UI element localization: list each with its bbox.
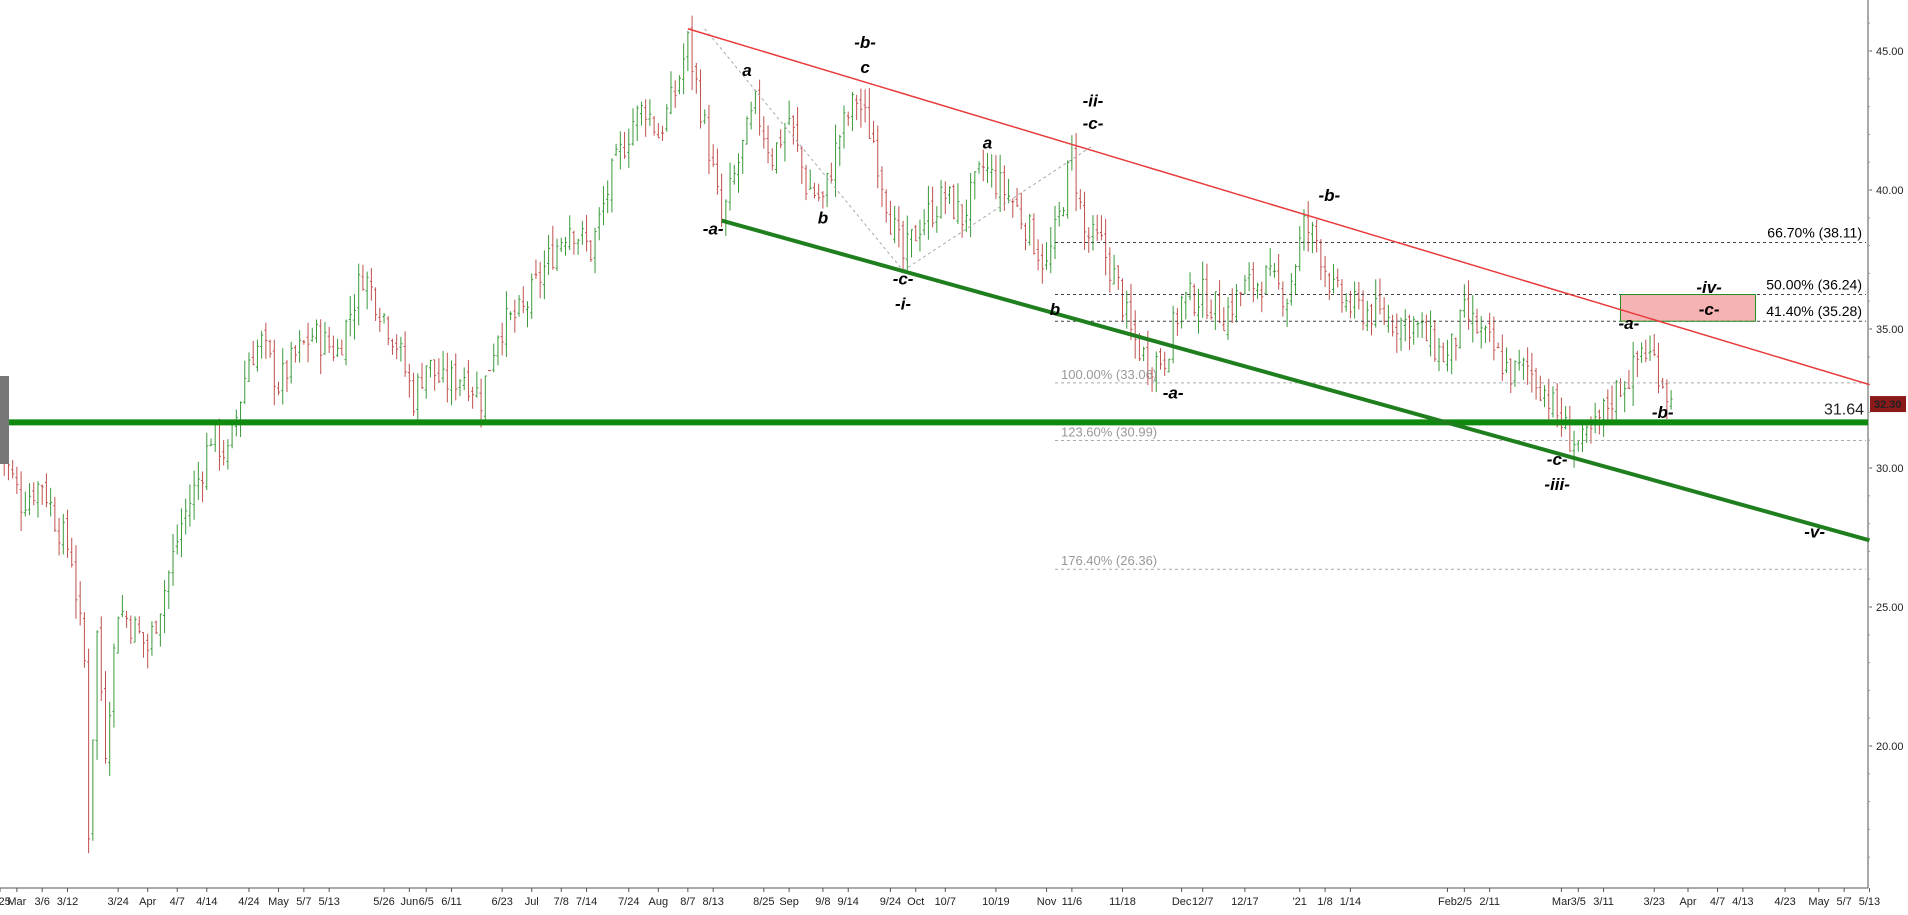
- x-tick-label: Feb: [1438, 896, 1457, 908]
- x-tick-label: 3/6: [35, 896, 50, 908]
- x-tick-label: Apr: [1679, 896, 1696, 908]
- y-tick-label: 20.00: [1876, 741, 1904, 753]
- fib-level-label: 66.70% (38.11): [1767, 225, 1862, 241]
- fib-level-label: 50.00% (36.24): [1766, 277, 1862, 293]
- wave-label: b: [818, 208, 828, 227]
- x-tick-label: 4/24: [238, 896, 259, 908]
- wave-label: -c-: [1699, 300, 1720, 319]
- x-tick-label: 3/23: [1644, 896, 1665, 908]
- fib-level-label: 176.40% (26.36): [1061, 553, 1157, 568]
- x-tick-label: 5/13: [318, 896, 339, 908]
- y-tick-label: 45.00: [1876, 46, 1904, 58]
- wave-label: c: [860, 58, 870, 77]
- x-tick-label: Aug: [649, 896, 669, 908]
- last-price-tag: [1870, 396, 1906, 413]
- x-tick-label: 7/14: [576, 896, 597, 908]
- y-tick-label: 40.00: [1876, 185, 1904, 197]
- fib-level-label: 41.40% (35.28): [1766, 303, 1862, 319]
- wave-label: -a-: [1619, 314, 1640, 333]
- y-tick-label: 25.00: [1876, 602, 1904, 614]
- x-tick-label: 1/14: [1340, 896, 1361, 908]
- x-tick-label: Apr: [139, 896, 156, 908]
- wave-label: -v-: [1804, 523, 1825, 542]
- x-tick-label: May: [1808, 896, 1829, 908]
- wave-label: a: [742, 61, 751, 80]
- x-tick-label: 3/12: [57, 896, 78, 908]
- x-tick-label: 4/14: [196, 896, 217, 908]
- wave-label: -a-: [703, 219, 724, 238]
- wave-label: -iv-: [1696, 278, 1722, 297]
- x-tick-label: 10/19: [982, 896, 1010, 908]
- x-tick-label: Jul: [525, 896, 539, 908]
- y-tick-label: 30.00: [1876, 463, 1904, 475]
- x-tick-label: 1/8: [1317, 896, 1332, 908]
- x-tick-label: 7/8: [554, 896, 569, 908]
- wave-label: -ii-: [1083, 92, 1104, 111]
- x-tick-label: 2/25: [0, 896, 11, 908]
- x-tick-label: May: [268, 896, 289, 908]
- x-tick-label: 4/23: [1774, 896, 1795, 908]
- last-price-label: 32.30: [1874, 399, 1902, 411]
- wave-label: -c-: [893, 270, 914, 289]
- wave-label: -b-: [1318, 186, 1340, 205]
- x-tick-label: 10/7: [935, 896, 956, 908]
- x-tick-label: 2/5: [1457, 896, 1472, 908]
- x-tick-label: 6/11: [441, 896, 462, 908]
- wave-label: b: [1050, 300, 1060, 319]
- x-tick-label: 9/8: [815, 896, 830, 908]
- wave-label: -iii-: [1544, 475, 1570, 494]
- target-zone: [1619, 294, 1757, 322]
- x-tick-label: Mar: [1552, 896, 1571, 908]
- x-tick-label: 6/5: [419, 896, 434, 908]
- x-tick-label: Nov: [1037, 896, 1057, 908]
- wave-label: -c-: [1083, 114, 1104, 133]
- x-tick-label: 3/24: [107, 896, 128, 908]
- side-panel-tab[interactable]: [0, 376, 9, 464]
- x-tick-label: Dec: [1172, 896, 1192, 908]
- wave-label: -b-: [1652, 403, 1674, 422]
- x-tick-label: 9/24: [880, 896, 901, 908]
- fib-level-label: 100.00% (33.06): [1061, 367, 1157, 382]
- wave-label: -c-: [1547, 450, 1568, 469]
- swing-connector: [704, 28, 904, 271]
- resistance-trendline: [687, 28, 1870, 386]
- y-tick-label: 35.00: [1876, 324, 1904, 336]
- x-tick-label: Mar: [7, 896, 26, 908]
- x-tick-label: 8/7: [680, 896, 695, 908]
- x-tick-label: 4/13: [1732, 896, 1753, 908]
- x-tick-label: 4/7: [170, 896, 185, 908]
- wave-label: a: [983, 133, 992, 152]
- x-tick-label: Sep: [779, 896, 799, 908]
- x-tick-label: 7/24: [618, 896, 639, 908]
- fib-level-label: 123.60% (30.99): [1061, 424, 1157, 439]
- x-tick-label: 11/6: [1062, 896, 1083, 908]
- x-tick-label: Jun: [400, 896, 418, 908]
- wave-label: -i-: [895, 295, 911, 314]
- x-tick-label: 2/11: [1479, 896, 1500, 908]
- x-tick-label: 8/13: [702, 896, 723, 908]
- x-tick-label: 4/7: [1710, 896, 1725, 908]
- swing-connector: [902, 145, 1094, 272]
- x-tick-label: 5/13: [1859, 896, 1880, 908]
- channel-support-line: [721, 218, 1870, 543]
- x-tick-label: 3/5: [1571, 896, 1586, 908]
- x-tick-label: Oct: [907, 896, 924, 908]
- x-tick-label: 8/25: [753, 896, 774, 908]
- x-tick-label: 6/23: [491, 896, 512, 908]
- wave-label: -b-: [854, 33, 876, 52]
- x-tick-label: 5/7: [1836, 896, 1851, 908]
- x-tick-label: 5/7: [296, 896, 311, 908]
- x-tick-label: 5/26: [373, 896, 394, 908]
- x-tick-label: 3/11: [1593, 896, 1614, 908]
- x-tick-label: 9/14: [838, 896, 859, 908]
- x-tick-label: 12/17: [1231, 896, 1259, 908]
- x-tick-label: 11/18: [1109, 896, 1136, 908]
- x-tick-label: 12/7: [1192, 896, 1213, 908]
- support-level-label: 31.64: [1824, 401, 1864, 418]
- wave-label: -a-: [1163, 384, 1184, 403]
- x-tick-label: '21: [1293, 896, 1307, 908]
